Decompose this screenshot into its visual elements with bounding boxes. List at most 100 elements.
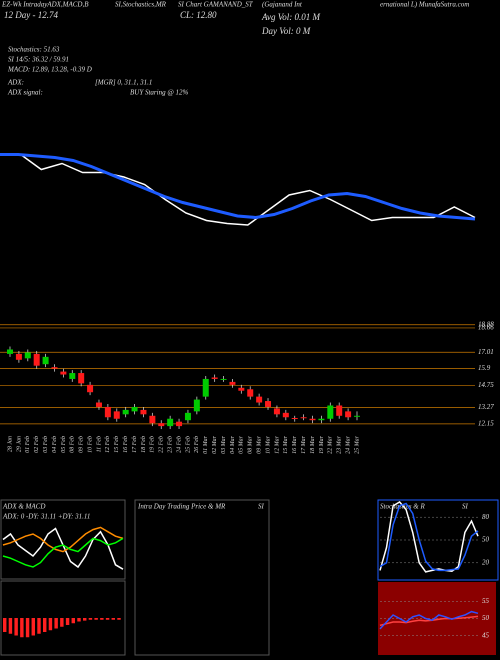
- x-tick-label: 02 Feb: [34, 436, 40, 453]
- macd-bar: [20, 618, 24, 638]
- adx-frame: [0, 499, 126, 580]
- si: SI 14/5: 36.32 / 59.91: [8, 56, 69, 64]
- candle-body: [300, 417, 307, 419]
- candle-body: [24, 352, 31, 359]
- x-tick-label: 24 Feb: [175, 436, 182, 453]
- x-tick-label: 19 Mar: [319, 435, 325, 453]
- candle-body: [158, 423, 165, 427]
- candle-body: [7, 349, 13, 354]
- candle-body: [220, 378, 227, 380]
- macd-bar: [25, 618, 30, 638]
- series-line: [379, 501, 479, 573]
- y-tick-label: 80: [482, 513, 490, 521]
- x-tick-label: 17 Mar: [301, 435, 307, 453]
- macd-bar: [14, 618, 18, 636]
- candle-body: [104, 406, 111, 418]
- x-tick-label: 16 Feb: [123, 436, 129, 453]
- y-tick-label: 12.15: [478, 420, 494, 428]
- macd-bar: [43, 618, 47, 632]
- y-tick-label: 18.66: [478, 324, 494, 332]
- x-tick-label: 01 Feb: [25, 436, 31, 453]
- series-line: [0, 153, 476, 221]
- x-tick-label: 10 Feb: [87, 436, 93, 453]
- panel-subtitle: SI: [462, 503, 469, 511]
- x-tick-label: 22 Mar: [328, 435, 334, 453]
- series-line: [2, 526, 124, 553]
- x-tick-label: 29 Jan: [16, 436, 22, 452]
- x-tick-label: 23 Feb: [168, 436, 174, 453]
- y-tick-label: 20: [482, 558, 490, 566]
- candle-body: [354, 415, 360, 417]
- panel-title: ADX & MACD: [2, 503, 45, 511]
- candle-body: [336, 405, 343, 416]
- y-tick-label: 17.01: [478, 348, 494, 356]
- candle-body: [69, 373, 76, 379]
- x-tick-label: 18 Feb: [141, 436, 147, 453]
- series-line: [2, 537, 124, 568]
- avg-vol: Avg Vol: 0.01 M: [261, 12, 320, 22]
- y-tick-label: 13.27: [478, 403, 494, 411]
- candle-body: [87, 384, 94, 393]
- macd-bar: [94, 618, 98, 620]
- signal: BUY Staring @ 12%: [130, 89, 189, 97]
- x-tick-label: 23 Mar: [337, 435, 343, 453]
- x-tick-label: 01 Mar: [203, 435, 209, 453]
- series-line: [0, 153, 476, 226]
- stoch: Stochastics: 51.63: [8, 46, 60, 54]
- x-tick-label: 19 Feb: [150, 436, 156, 453]
- x-tick-label: 08 Feb: [70, 436, 76, 453]
- header-text: (Gajanand Int: [262, 1, 303, 9]
- close: CL: 12.80: [180, 10, 217, 20]
- day-vol: Day Vol: 0 M: [261, 26, 311, 36]
- x-tick-label: 03 Mar: [221, 435, 227, 453]
- macd: MACD: 12.89, 13.28, -0.39 D: [7, 66, 92, 74]
- x-tick-label: 26 Feb: [194, 436, 200, 453]
- x-tick-label: 10 Mar: [265, 435, 271, 453]
- x-tick-label: 12 Mar: [274, 435, 280, 453]
- header-text: EZ-Wk IntradayADX,MACD,B: [1, 1, 89, 9]
- macd-bar: [48, 618, 53, 631]
- y-tick-label: 18.88: [478, 320, 494, 328]
- x-tick-label: 28 Jan: [7, 436, 13, 452]
- macd-bar: [117, 618, 121, 620]
- series-line: [379, 610, 479, 630]
- candle-body: [149, 415, 156, 424]
- candle-body: [78, 373, 85, 384]
- macd-bar: [77, 618, 81, 622]
- macd-bar: [111, 618, 115, 620]
- series-line: [379, 615, 479, 627]
- day: 12 Day - 12.74: [4, 10, 58, 20]
- candle-body: [60, 371, 67, 375]
- candle-body: [51, 367, 58, 369]
- x-tick-label: 04 Mar: [229, 435, 236, 453]
- candle-body: [309, 418, 316, 421]
- x-tick-label: 04 Feb: [51, 436, 58, 453]
- candle-body: [33, 353, 40, 366]
- x-tick-label: 15 Feb: [114, 436, 120, 453]
- macd-bar: [54, 618, 58, 629]
- candle-body: [184, 412, 191, 421]
- candle-body: [122, 409, 129, 415]
- candle-body: [15, 353, 22, 360]
- x-tick-label: 15 Mar: [283, 435, 289, 453]
- macd-bar: [60, 618, 64, 627]
- x-tick-label: 25 Mar: [354, 435, 360, 453]
- x-tick-label: 09 Feb: [79, 436, 85, 453]
- header-text: ernational L) MunafaSutra.com: [380, 1, 469, 9]
- y-tick-label: 50: [482, 614, 490, 622]
- x-tick-label: 08 Mar: [248, 435, 254, 453]
- macd-bar: [83, 618, 87, 621]
- y-tick-label: 45: [482, 631, 490, 639]
- candle-body: [167, 418, 174, 427]
- macd-bar: [31, 618, 35, 636]
- x-tick-label: 03 Feb: [43, 436, 49, 453]
- macd-bar: [105, 618, 110, 620]
- candle-body: [247, 389, 254, 397]
- x-tick-label: 09 Mar: [257, 435, 263, 453]
- x-tick-label: 24 Mar: [344, 435, 351, 453]
- panel-subtitle: SI: [258, 503, 265, 511]
- adx-vals: [MGR] 0, 31.1, 31.1: [95, 79, 152, 87]
- candle-body: [265, 401, 272, 407]
- macd-bar: [65, 618, 70, 625]
